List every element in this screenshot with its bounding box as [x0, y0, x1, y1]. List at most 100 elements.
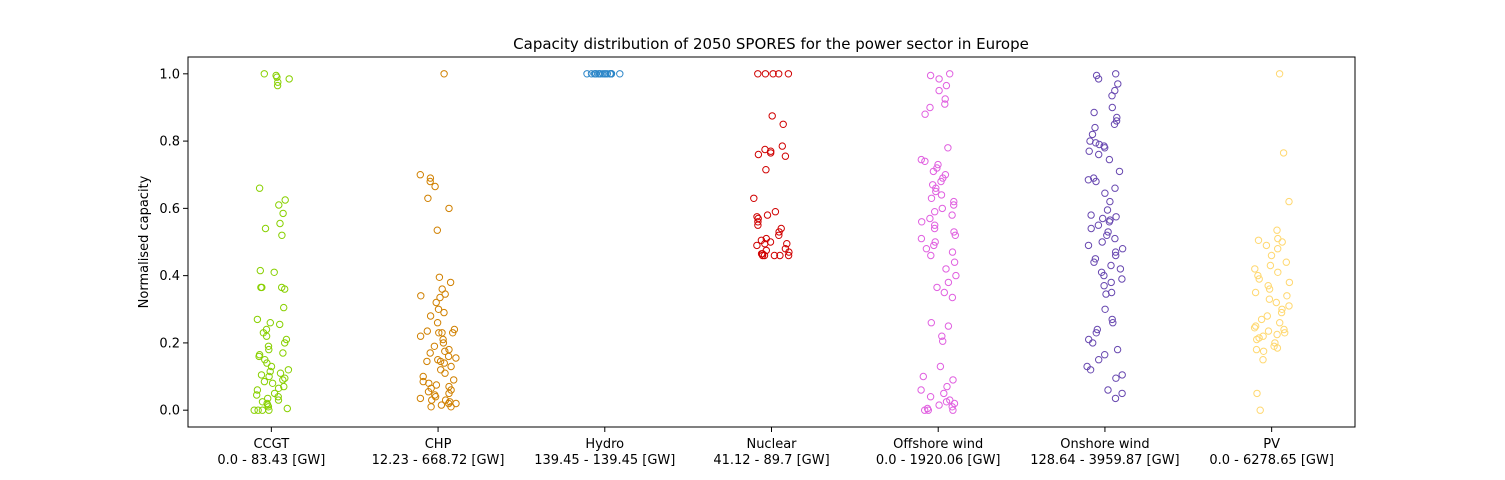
- data-point-offshore-wind: [917, 386, 925, 394]
- data-point-chp: [446, 278, 455, 287]
- data-point-offshore-wind: [943, 382, 951, 391]
- data-point-offshore-wind: [922, 245, 931, 253]
- data-point-ccgt: [264, 403, 273, 411]
- data-point-chp: [423, 357, 431, 366]
- data-point-hydro: [616, 70, 624, 78]
- data-point-chp: [432, 381, 441, 389]
- y-tick-label: 0.2: [159, 336, 180, 351]
- data-point-nuclear: [769, 70, 777, 78]
- data-point-onshore-wind: [1090, 108, 1098, 117]
- data-point-nuclear: [783, 240, 791, 248]
- data-point-ccgt: [274, 396, 283, 404]
- data-point-pv: [1272, 298, 1281, 307]
- data-point-offshore-wind: [939, 337, 947, 345]
- data-point-ccgt: [257, 371, 266, 379]
- data-point-onshore-wind: [1095, 140, 1104, 149]
- y-tick-label: 0.4: [159, 269, 180, 284]
- data-point-onshore-wind: [1099, 214, 1107, 223]
- data-point-offshore-wind: [931, 208, 939, 216]
- data-point-chp: [435, 273, 444, 281]
- data-point-onshore-wind: [1092, 329, 1101, 337]
- data-point-nuclear: [761, 70, 770, 78]
- x-tick-range-label: 0.0 - 6278.65 [GW]: [1209, 453, 1334, 468]
- y-tick-label: 0.0: [159, 404, 180, 419]
- data-point-onshore-wind: [1084, 241, 1093, 250]
- data-point-offshore-wind: [941, 95, 949, 103]
- data-point-nuclear: [750, 194, 758, 203]
- data-point-chp: [433, 319, 442, 327]
- data-point-nuclear: [763, 211, 772, 219]
- data-point-offshore-wind: [921, 406, 929, 414]
- data-point-pv: [1263, 312, 1272, 320]
- data-point-ccgt: [260, 377, 269, 386]
- data-point-pv: [1265, 285, 1274, 293]
- data-point-chp: [436, 357, 445, 366]
- data-point-chp: [447, 403, 455, 411]
- data-point-pv: [1250, 324, 1259, 332]
- data-point-pv: [1282, 258, 1291, 266]
- data-point-onshore-wind: [1104, 228, 1112, 236]
- data-point-ccgt: [283, 404, 291, 413]
- data-point-offshore-wind: [927, 251, 935, 260]
- data-point-chp: [441, 369, 449, 377]
- x-tick-label: Hydro: [585, 437, 624, 452]
- data-point-ccgt: [255, 352, 263, 361]
- data-point-chp: [416, 332, 425, 340]
- data-point-offshore-wind: [940, 288, 948, 297]
- data-point-pv: [1259, 356, 1267, 364]
- data-point-onshore-wind: [1091, 255, 1100, 263]
- data-point-onshore-wind: [1108, 103, 1117, 112]
- data-point-ccgt: [250, 406, 258, 414]
- data-point-offshore-wind: [931, 238, 939, 246]
- data-point-onshore-wind: [1109, 319, 1117, 327]
- data-point-offshore-wind: [927, 194, 936, 203]
- data-point-onshore-wind: [1111, 394, 1120, 403]
- data-point-pv: [1273, 330, 1281, 339]
- data-point-pv: [1262, 241, 1271, 250]
- data-point-hydro: [607, 70, 616, 78]
- data-point-chp: [449, 329, 457, 337]
- data-point-offshore-wind: [918, 218, 926, 226]
- x-tick-label: PV: [1263, 437, 1280, 452]
- data-point-pv: [1253, 335, 1261, 344]
- data-point-chp: [416, 394, 425, 403]
- data-point-offshore-wind: [949, 376, 957, 384]
- data-point-ccgt: [282, 335, 291, 344]
- data-point-onshore-wind: [1110, 120, 1119, 129]
- data-point-pv: [1267, 251, 1276, 260]
- data-point-pv: [1265, 295, 1274, 303]
- y-tick-label: 1.0: [159, 67, 180, 82]
- data-point-offshore-wind: [930, 241, 938, 250]
- data-point-pv: [1251, 288, 1260, 297]
- data-point-onshore-wind: [1095, 356, 1103, 364]
- data-point-nuclear: [760, 251, 769, 260]
- data-point-offshore-wind: [926, 214, 934, 223]
- data-point-offshore-wind: [950, 201, 958, 209]
- data-point-offshore-wind: [942, 265, 950, 273]
- data-point-chp: [428, 396, 436, 404]
- data-point-ccgt: [254, 406, 262, 414]
- data-point-offshore-wind: [937, 191, 946, 199]
- data-point-nuclear: [770, 251, 779, 260]
- data-point-offshore-wind: [932, 184, 940, 192]
- data-point-offshore-wind: [941, 100, 949, 108]
- data-point-pv: [1259, 332, 1267, 340]
- data-point-nuclear: [768, 112, 776, 120]
- data-point-onshore-wind: [1118, 389, 1126, 398]
- data-point-onshore-wind: [1105, 155, 1114, 164]
- data-point-onshore-wind: [1106, 197, 1114, 206]
- data-point-pv: [1264, 282, 1272, 290]
- data-point-nuclear: [779, 120, 787, 129]
- data-point-offshore-wind: [940, 389, 948, 398]
- data-point-offshore-wind: [948, 403, 956, 411]
- x-tick-label: CHP: [425, 437, 452, 452]
- data-point-onshore-wind: [1108, 315, 1116, 324]
- data-point-onshore-wind: [1090, 258, 1098, 266]
- data-point-chp: [433, 226, 441, 234]
- data-point-ccgt: [276, 320, 284, 329]
- data-point-chp: [440, 359, 448, 367]
- data-point-ccgt: [265, 345, 273, 354]
- data-point-nuclear: [754, 70, 762, 78]
- data-point-ccgt: [279, 349, 287, 357]
- data-point-pv: [1266, 261, 1275, 270]
